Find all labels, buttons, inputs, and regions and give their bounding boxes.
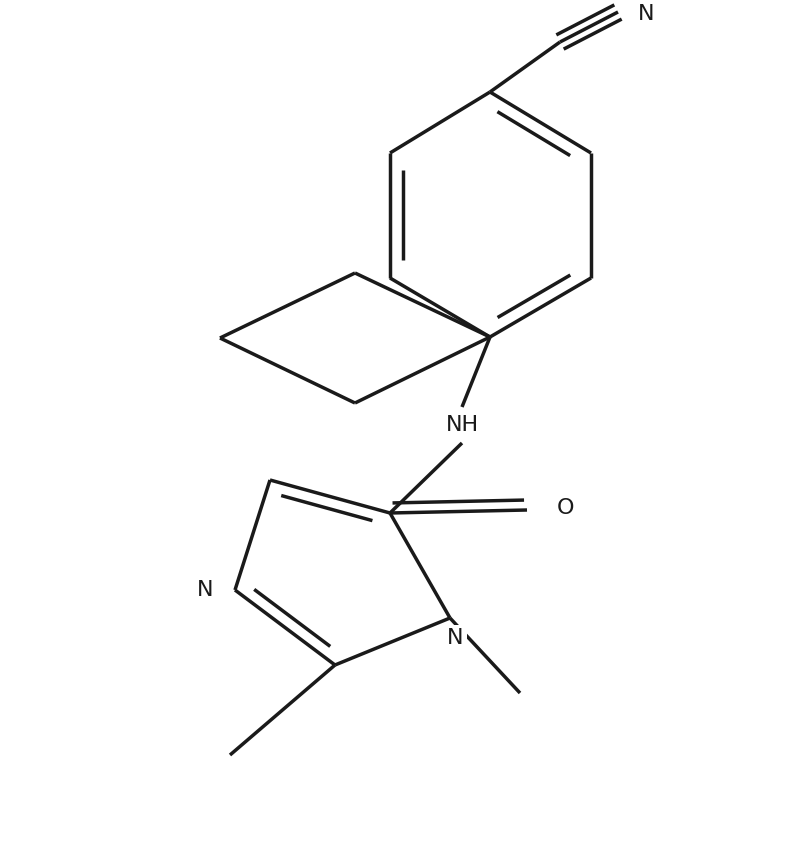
Text: NH: NH bbox=[446, 415, 479, 435]
Text: N: N bbox=[637, 4, 654, 24]
Text: N: N bbox=[446, 628, 463, 648]
Text: O: O bbox=[557, 498, 575, 518]
Text: N: N bbox=[196, 580, 213, 600]
